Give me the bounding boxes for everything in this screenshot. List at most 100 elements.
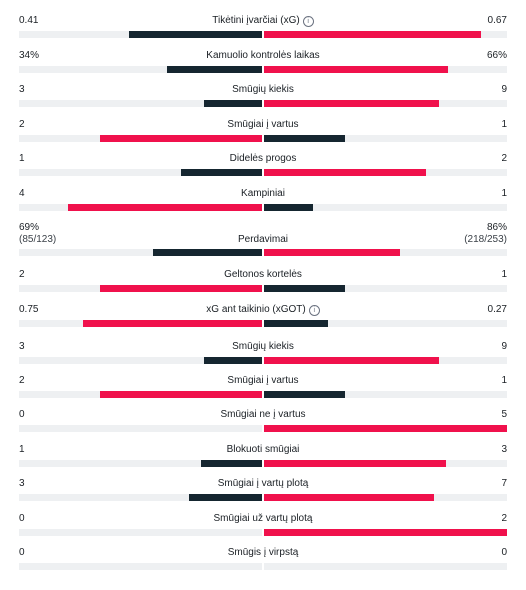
home-bar-track [19,135,262,142]
away-bar-track [264,249,507,256]
home-value: 4 [19,188,25,199]
away-bar-track [264,204,507,211]
stat-label-text: Smūgių kiekis [232,84,294,95]
stat-label: Smūgiai į vartus [0,375,526,387]
stat-label-text: Smūgiai į vartus [227,375,299,386]
home-value: 2 [19,119,25,130]
away-bar-fill [264,494,434,501]
home-bar-fill [181,169,262,176]
stat-label: xG ant taikinio (xGOT) i [0,304,526,316]
stat-label: Smūgiai į vartų plotą [0,478,526,490]
home-bar-track [19,249,262,256]
home-sub-value: (85/123) [19,234,57,245]
home-bar-fill [100,391,262,398]
away-bar-track [264,494,507,501]
home-value: 0 [19,513,25,524]
stat-label-text: xG ant taikinio (xGOT) [206,304,306,315]
away-value: 1 [501,269,507,280]
home-value: 0.75 [19,304,39,315]
stat-row: 0 5 Smūgiai ne į vartus [0,409,526,432]
stat-label: Blokuoti smūgiai [0,444,526,456]
home-bar-fill [100,285,262,292]
home-bar-track [19,31,262,38]
stat-row: 2 1 Smūgiai į vartus [0,119,526,142]
away-value: 1 [501,119,507,130]
away-bar-fill [264,31,481,38]
stat-label-text: Smūgiai į vartus [227,119,299,130]
stat-label-text: Didelės progos [229,153,297,164]
stat-label: Smūgių kiekis [0,341,526,353]
home-value: 0 [19,547,25,558]
home-value: 3 [19,84,25,95]
stat-label: Kampiniai [0,188,526,200]
away-bar-track [264,31,507,38]
home-bar-fill [83,320,262,327]
stat-label-text: Perdavimai [237,234,289,245]
info-icon[interactable]: i [308,305,320,316]
stat-row: 1 3 Blokuoti smūgiai [0,444,526,467]
away-bar-track [264,391,507,398]
away-value: 3 [501,444,507,455]
away-bar-track [264,169,507,176]
stat-row: 3 9 Smūgių kiekis [0,341,526,364]
away-value: 2 [501,513,507,524]
away-bar-fill [264,320,328,327]
stat-label-text: Smūgis į virpstą [227,547,299,558]
home-value: 0.41 [19,15,39,26]
away-value: 2 [501,153,507,164]
away-bar-fill [264,529,507,536]
stat-row: 69% 86% Perdavimai (85/123) (218/253) [0,222,526,256]
stat-label-text: Smūgių kiekis [232,341,294,352]
stat-row: 34% 66% Kamuolio kontrolės laikas [0,50,526,73]
stat-label: Tikėtini įvarčiai (xG) i [0,15,526,27]
home-bar-fill [68,204,262,211]
away-bar-track [264,135,507,142]
info-icon[interactable]: i [302,16,314,27]
home-value: 69% [19,222,40,233]
away-value: 9 [501,341,507,352]
stat-row: 0.41 0.67 Tikėtini įvarčiai (xG) i [0,15,526,38]
away-bar-fill [264,66,448,73]
stat-label: Geltonos kortelės [0,269,526,281]
home-value: 2 [19,269,25,280]
stat-label: Smūgiai į vartus [0,119,526,131]
home-bar-fill [201,460,262,467]
stat-label: Smūgiai už vartų plotą [0,513,526,525]
home-bar-track [19,357,262,364]
stat-label: Didelės progos [0,153,526,165]
home-bar-fill [167,66,262,73]
home-bar-track [19,391,262,398]
away-bar-fill [264,169,426,176]
home-value: 1 [19,444,25,455]
home-bar-track [19,169,262,176]
away-value: 66% [486,50,507,61]
away-bar-fill [264,425,507,432]
stat-label-text: Smūgiai ne į vartus [220,409,306,420]
away-bar-track [264,66,507,73]
away-sub-value: (218/253) [464,234,507,245]
home-bar-fill [129,31,262,38]
away-bar-fill [264,249,400,256]
away-value: 0.67 [487,15,507,26]
home-bar-track [19,100,262,107]
home-bar-track [19,494,262,501]
stat-row: 1 2 Didelės progos [0,153,526,176]
home-bar-fill [204,100,262,107]
home-bar-track [19,563,262,570]
home-value: 2 [19,375,25,386]
stat-label-text: Smūgiai į vartų plotą [217,478,309,489]
away-bar-track [264,460,507,467]
away-bar-track [264,529,507,536]
stat-label-text: Smūgiai už vartų plotą [213,513,313,524]
away-bar-track [264,357,507,364]
home-bar-track [19,460,262,467]
away-bar-track [264,563,507,570]
home-bar-track [19,529,262,536]
away-value: 0 [501,547,507,558]
home-value: 0 [19,409,25,420]
home-bar-track [19,320,262,327]
home-bar-fill [189,494,262,501]
away-value: 9 [501,84,507,95]
stat-label: Smūgiai ne į vartus [0,409,526,421]
stat-label: Perdavimai [0,234,526,246]
